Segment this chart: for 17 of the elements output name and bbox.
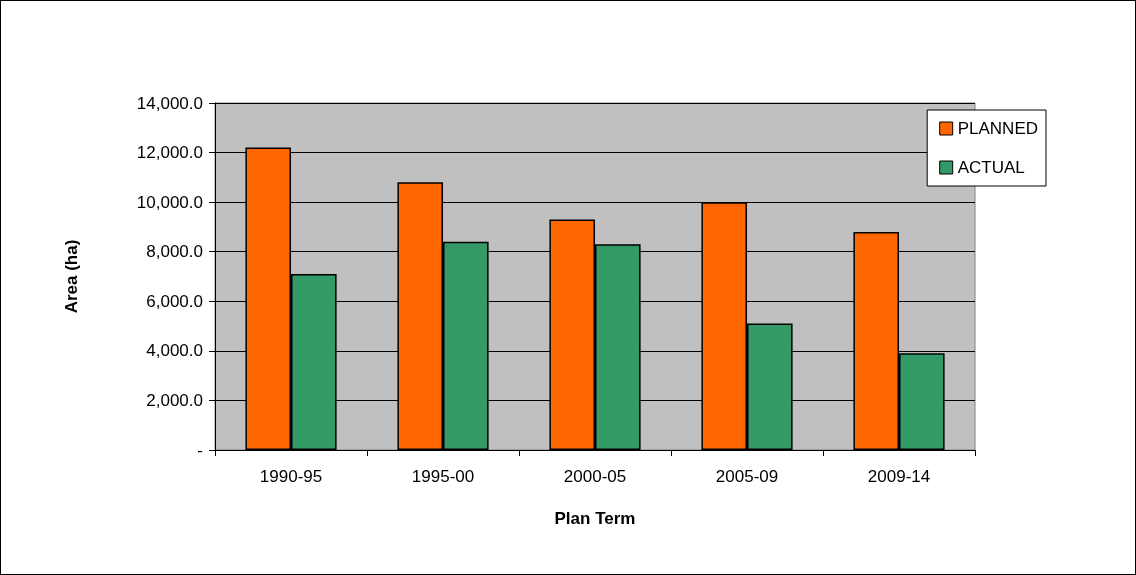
legend-label: ACTUAL xyxy=(957,158,1025,177)
y-tick-label: 12,000.0 xyxy=(136,143,203,163)
x-tick-label: 2000-05 xyxy=(563,467,627,486)
y-tick-label: 8,000.0 xyxy=(146,242,203,262)
x-axis-title: Plan Term xyxy=(554,509,636,528)
y-axis-title: Area (ha) xyxy=(62,239,81,314)
y-tick-label: 6,000.0 xyxy=(146,291,203,311)
legend-label: PLANNED xyxy=(957,119,1039,138)
x-tick-label: 1990-95 xyxy=(259,467,323,486)
y-tick-label: - xyxy=(197,440,203,460)
y-tick-label: 10,000.0 xyxy=(136,192,203,212)
x-tick-label: 2009-14 xyxy=(867,467,931,486)
y-tick-label: 4,000.0 xyxy=(146,341,203,361)
x-tick-label: 1995-00 xyxy=(411,467,475,486)
y-tick-label: 2,000.0 xyxy=(146,390,203,410)
y-tick-label: 14,000.0 xyxy=(136,93,203,113)
x-tick-label: 2005-09 xyxy=(715,467,779,486)
